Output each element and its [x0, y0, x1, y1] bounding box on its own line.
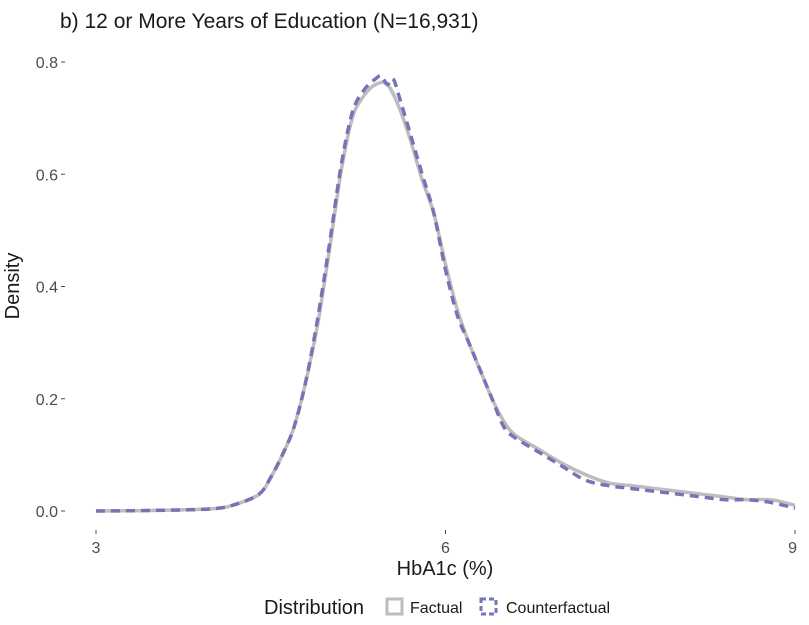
- y-tick-label: 0.2: [36, 392, 58, 409]
- series-line-factual: [95, 80, 796, 513]
- y-axis-title: Density: [2, 253, 24, 320]
- y-tick-label: 0.8: [36, 55, 58, 72]
- legend: Distribution Factual Counterfactual: [264, 597, 610, 619]
- x-axis-ticks: 3 6 9: [92, 530, 797, 557]
- legend-title: Distribution: [264, 597, 364, 619]
- y-tick-label: 0.6: [36, 167, 58, 184]
- x-tick-label: 6: [441, 540, 450, 557]
- legend-key-counterfactual: [479, 597, 498, 616]
- y-tick-label: 0.4: [36, 280, 58, 297]
- chart-title: b) 12 or More Years of Education (N=16,9…: [60, 10, 479, 33]
- y-axis-ticks: 0.0 0.2 0.4 0.6 0.8: [36, 55, 65, 521]
- x-tick-label: 9: [788, 540, 797, 557]
- y-tick-label: 0.0: [36, 504, 58, 521]
- legend-key-factual: [385, 597, 404, 616]
- x-tick-label: 3: [92, 540, 101, 557]
- legend-label-factual: Factual: [410, 600, 462, 617]
- legend-label-counterfactual: Counterfactual: [506, 600, 610, 617]
- x-axis-title: HbA1c (%): [397, 558, 494, 580]
- series-layer: [95, 73, 796, 513]
- series-line-counterfactual: [95, 73, 796, 513]
